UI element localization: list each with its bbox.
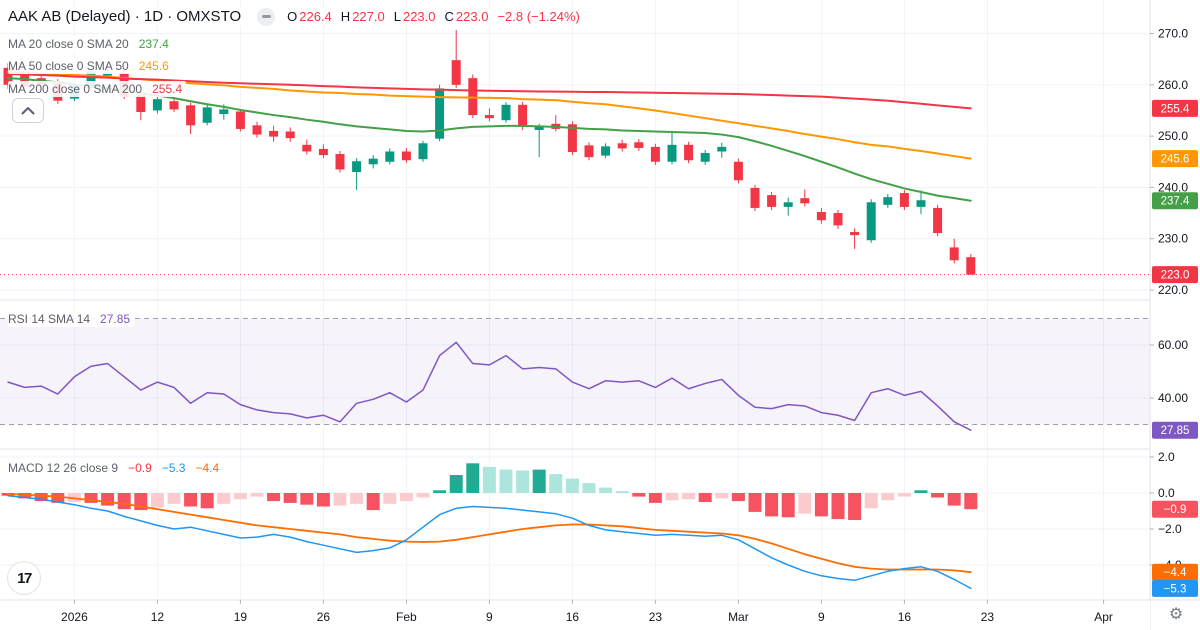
svg-text:260.0: 260.0 xyxy=(1158,78,1188,92)
ma200-label: MA 200 close 0 SMA 200 xyxy=(8,82,143,96)
macd-hist-value: −0.9 xyxy=(128,461,152,475)
time-axis[interactable]: 2026 12 19 26 Feb 9 16 23 Mar 9 16 23 Apr xyxy=(0,599,1200,630)
svg-text:223.0: 223.0 xyxy=(1161,270,1190,282)
svg-text:−5.3: −5.3 xyxy=(1164,583,1187,595)
svg-text:−0.9: −0.9 xyxy=(1164,504,1187,516)
close-label: C xyxy=(444,9,454,24)
ma20-value: 237.4 xyxy=(138,37,169,51)
svg-text:23: 23 xyxy=(981,610,995,624)
tradingview-logo-text: 17 xyxy=(17,569,32,587)
rsi-line xyxy=(7,341,972,431)
pane-separators xyxy=(0,299,1200,450)
macd-line-value: −5.3 xyxy=(161,461,186,475)
indicator-row-ma200[interactable]: MA 200 close 0 SMA 200 255.4 xyxy=(8,81,187,97)
svg-text:2.0: 2.0 xyxy=(1158,450,1175,464)
low-label: L xyxy=(393,9,401,24)
symbol-title[interactable]: AAK AB (Delayed) · 1D · OMXSTO xyxy=(8,7,246,26)
svg-text:19: 19 xyxy=(234,610,248,624)
svg-text:255.4: 255.4 xyxy=(1161,103,1190,115)
tradingview-logo[interactable]: 17 xyxy=(8,562,40,594)
macd-histogram xyxy=(1,463,978,520)
svg-text:270.0: 270.0 xyxy=(1158,27,1188,41)
svg-text:23: 23 xyxy=(649,610,663,624)
svg-text:9: 9 xyxy=(818,610,825,624)
svg-text:12: 12 xyxy=(151,610,165,624)
svg-text:250.0: 250.0 xyxy=(1158,129,1188,143)
indicator-row-ma50[interactable]: MA 50 close 0 SMA 50 245.6 xyxy=(8,58,173,74)
high-label: H xyxy=(340,9,351,24)
ma20-label: MA 20 close 0 SMA 20 xyxy=(8,37,129,51)
svg-text:40.00: 40.00 xyxy=(1158,391,1188,405)
rsi-value: 27.85 xyxy=(100,312,131,326)
chevron-up-icon xyxy=(21,107,35,115)
svg-text:9: 9 xyxy=(486,610,493,624)
ma50-value: 245.6 xyxy=(138,59,169,73)
high-value: 227.0 xyxy=(352,9,385,24)
svg-text:27.85: 27.85 xyxy=(1161,425,1190,437)
macd-signal-value: −4.4 xyxy=(195,461,220,475)
indicator-row-rsi[interactable]: RSI 14 SMA 14 27.85 xyxy=(8,311,135,327)
macd-label: MACD 12 26 close 9 xyxy=(8,461,119,475)
ohlc-values: O 226.4 H 227.0 L 223.0 C 223.0 −2.8 (−1.24%… xyxy=(287,8,584,25)
open-label: O xyxy=(287,9,298,24)
ma20-line xyxy=(7,77,972,202)
svg-text:26: 26 xyxy=(317,610,331,624)
svg-text:230.0: 230.0 xyxy=(1158,232,1188,246)
ma200-line xyxy=(7,73,972,110)
svg-text:0.0: 0.0 xyxy=(1158,486,1175,500)
svg-text:−4.4: −4.4 xyxy=(1164,567,1187,579)
svg-text:60.00: 60.00 xyxy=(1158,338,1188,352)
rsi-band xyxy=(0,318,1150,425)
macd-main-line xyxy=(7,494,972,590)
svg-text:Mar: Mar xyxy=(728,610,749,624)
price-axis[interactable]: 270.0 260.0 250.0 240.0 230.0 220.0 60.00 40.00… xyxy=(1149,0,1200,630)
close-value: 223.0 xyxy=(455,9,489,24)
svg-text:Apr: Apr xyxy=(1094,610,1113,624)
low-value: 223.0 xyxy=(402,9,436,24)
indicator-row-ma20[interactable]: MA 20 close 0 SMA 20 237.4 xyxy=(8,36,173,52)
axis-badges: 255.4 245.6 237.4 223.0 27.85 −0.9 −4.4 −5.3 xyxy=(1152,99,1198,597)
macd-signal-line xyxy=(7,492,972,574)
collapse-symbol-button[interactable] xyxy=(257,7,276,26)
svg-text:16: 16 xyxy=(566,610,580,624)
svg-text:220.0: 220.0 xyxy=(1158,283,1188,297)
indicator-row-macd[interactable]: MACD 12 26 close 9 −0.9 −5.3 −4.4 xyxy=(8,460,224,476)
svg-text:245.6: 245.6 xyxy=(1161,154,1190,166)
ma200-value: 255.4 xyxy=(152,82,183,96)
svg-text:Feb: Feb xyxy=(396,610,417,624)
svg-text:240.0: 240.0 xyxy=(1158,180,1188,194)
open-value: 226.4 xyxy=(299,9,332,24)
change-value: −2.8 (−1.24%) xyxy=(497,9,580,24)
minus-icon xyxy=(261,15,271,18)
svg-text:−2.0: −2.0 xyxy=(1158,522,1182,536)
settings-gear-icon[interactable]: ⚙ xyxy=(1168,606,1184,623)
svg-text:2026: 2026 xyxy=(61,610,88,624)
svg-text:16: 16 xyxy=(898,610,912,624)
collapse-indicators-button[interactable] xyxy=(12,98,44,123)
ma50-label: MA 50 close 0 SMA 50 xyxy=(8,59,129,73)
rsi-label: RSI 14 SMA 14 xyxy=(8,312,91,326)
svg-text:237.4: 237.4 xyxy=(1161,196,1190,208)
